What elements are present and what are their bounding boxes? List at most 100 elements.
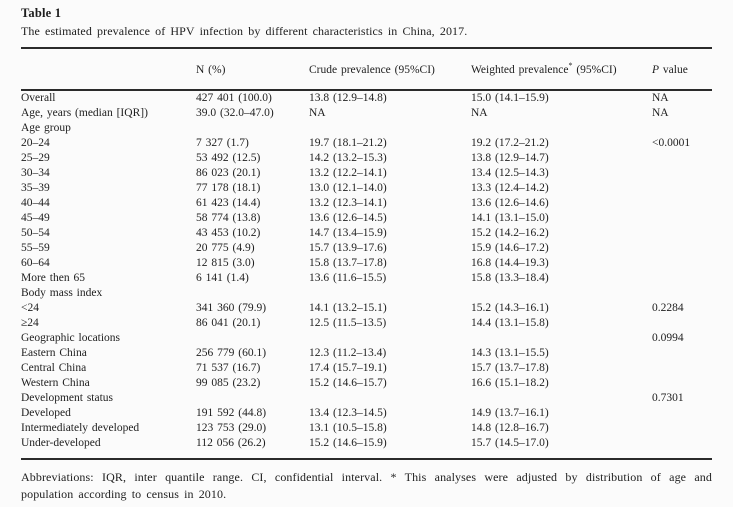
table-row: 35–39 77 178 (18.1) 13.0 (12.1–14.0) 13.… [21, 181, 712, 196]
cell-p-value [652, 421, 712, 436]
cell-characteristic: Development status [21, 391, 114, 404]
cell-n-percent: 43 453 (10.2) [196, 226, 261, 239]
paper-table-page: Table 1 The estimated prevalence of HPV … [21, 6, 712, 503]
header-p-value: P value [652, 48, 712, 91]
cell-characteristic: 40–44 [21, 196, 50, 209]
cell-characteristic: Central China [21, 361, 87, 374]
cell-p-value: NA [652, 106, 669, 119]
cell-crude-prevalence: 15.7 (13.9–17.6) [309, 241, 387, 254]
table-row: 60–64 12 815 (3.0) 15.8 (13.7–17.8) 16.8… [21, 256, 712, 271]
cell-crude-prevalence: 13.0 (12.1–14.0) [309, 181, 387, 194]
table-row: Central China 71 537 (16.7) 17.4 (15.7–1… [21, 361, 712, 376]
cell-crude-prevalence [309, 331, 471, 346]
table-row: Eastern China 256 779 (60.1) 12.3 (11.2–… [21, 346, 712, 361]
cell-characteristic: <24 [21, 301, 39, 314]
cell-characteristic: Age, years (median [IQR]) [21, 106, 148, 119]
cell-n-percent: 71 537 (16.7) [196, 361, 261, 374]
cell-p-value [652, 151, 712, 166]
cell-crude-prevalence: 15.2 (14.6–15.9) [309, 435, 471, 460]
cell-p-value [652, 241, 712, 256]
cell-crude-prevalence: 17.4 (15.7–19.1) [309, 361, 387, 374]
cell-p-value: <0.0001 [652, 136, 691, 149]
cell-n-percent: 20 775 (4.9) [196, 241, 255, 254]
cell-characteristic: 50–54 [21, 226, 50, 239]
table-row: Western China 99 085 (23.2) 15.2 (14.6–1… [21, 376, 712, 391]
table-row: 30–34 86 023 (20.1) 13.2 (12.2–14.1) 13.… [21, 166, 712, 181]
cell-n-percent: 7 327 (1.7) [196, 136, 249, 149]
cell-p-value [652, 211, 712, 226]
cell-weighted-prevalence [471, 286, 652, 301]
cell-n-percent: 427 401 (100.0) [196, 91, 272, 104]
table-row: Geographic locations 0.0994 [21, 331, 712, 346]
cell-weighted-prevalence: 14.9 (13.7–16.1) [471, 406, 549, 419]
cell-characteristic: More then 65 [21, 271, 85, 284]
cell-p-value: 0.7301 [652, 391, 684, 404]
cell-n-percent [196, 286, 309, 301]
cell-weighted-prevalence [471, 391, 652, 406]
table-row: More then 65 6 141 (1.4) 13.6 (11.6–15.5… [21, 271, 712, 286]
table-row: 45–49 58 774 (13.8) 13.6 (12.6–14.5) 14.… [21, 211, 712, 226]
cell-characteristic: 60–64 [21, 256, 50, 269]
cell-crude-prevalence: 15.2 (14.6–15.7) [309, 376, 387, 389]
header-weighted-label: Weighted prevalence [471, 63, 569, 76]
table-row: Under-developed 112 056 (26.2) 15.2 (14.… [21, 435, 712, 460]
cell-n-percent: 112 056 (26.2) [196, 435, 309, 460]
cell-p-value [652, 196, 712, 211]
cell-crude-prevalence: 13.1 (10.5–15.8) [309, 421, 387, 434]
p-value-word: value [659, 63, 688, 76]
table-row: Development status 0.7301 [21, 391, 712, 406]
cell-crude-prevalence [309, 391, 471, 406]
cell-characteristic: 25–29 [21, 151, 50, 164]
cell-crude-prevalence: 15.8 (13.7–17.8) [309, 256, 387, 269]
cell-crude-prevalence: 14.2 (13.2–15.3) [309, 151, 387, 164]
cell-n-percent: 341 360 (79.9) [196, 301, 267, 314]
cell-weighted-prevalence: 15.7 (14.5–17.0) [471, 435, 652, 460]
table-row: Body mass index [21, 286, 712, 301]
cell-crude-prevalence [309, 121, 471, 136]
cell-crude-prevalence: 12.3 (11.2–13.4) [309, 346, 387, 359]
cell-crude-prevalence: 13.8 (12.9–14.8) [309, 91, 387, 104]
cell-characteristic: Western China [21, 376, 90, 389]
cell-p-value [652, 256, 712, 271]
table-row: 20–24 7 327 (1.7) 19.7 (18.1–21.2) 19.2 … [21, 136, 712, 151]
cell-n-percent: 12 815 (3.0) [196, 256, 255, 269]
cell-weighted-prevalence: 19.2 (17.2–21.2) [471, 136, 549, 149]
table-row: 40–44 61 423 (14.4) 13.2 (12.3–14.1) 13.… [21, 196, 712, 211]
cell-weighted-prevalence: 16.6 (15.1–18.2) [471, 376, 549, 389]
table-row: 25–29 53 492 (12.5) 14.2 (13.2–15.3) 13.… [21, 151, 712, 166]
cell-weighted-prevalence: 16.8 (14.4–19.3) [471, 256, 549, 269]
footnote-asterisk-marker: * [568, 61, 573, 70]
cell-n-percent: 58 774 (13.8) [196, 211, 261, 224]
cell-n-percent [196, 331, 309, 346]
cell-weighted-prevalence: 15.7 (13.7–17.8) [471, 361, 549, 374]
cell-n-percent: 191 592 (44.8) [196, 406, 267, 419]
cell-crude-prevalence: 12.5 (11.5–13.5) [309, 316, 387, 329]
cell-p-value [652, 271, 712, 286]
cell-crude-prevalence: 14.7 (13.4–15.9) [309, 226, 387, 239]
cell-characteristic: ≥24 [21, 316, 39, 329]
cell-characteristic: Age group [21, 121, 71, 134]
cell-n-percent: 86 041 (20.1) [196, 316, 261, 329]
cell-p-value [652, 181, 712, 196]
cell-characteristic: Overall [21, 91, 56, 104]
cell-weighted-prevalence: 14.8 (12.8–16.7) [471, 421, 549, 434]
table-row: <24 341 360 (79.9) 14.1 (13.2–15.1) 15.2… [21, 301, 712, 316]
cell-characteristic: 55–59 [21, 241, 50, 254]
cell-weighted-prevalence: 13.8 (12.9–14.7) [471, 151, 549, 164]
header-crude-prevalence: Crude prevalence (95%CI) [309, 48, 471, 91]
cell-crude-prevalence: 19.7 (18.1–21.2) [309, 136, 387, 149]
cell-n-percent: 256 779 (60.1) [196, 346, 267, 359]
header-weighted-prevalence: Weighted prevalence* (95%CI) [471, 48, 652, 91]
cell-p-value [652, 346, 712, 361]
cell-n-percent: 61 423 (14.4) [196, 196, 261, 209]
cell-weighted-prevalence: 14.4 (13.1–15.8) [471, 316, 549, 329]
cell-characteristic: Intermediately developed [21, 421, 140, 434]
cell-crude-prevalence: NA [309, 106, 326, 119]
cell-characteristic: 35–39 [21, 181, 50, 194]
table-footnote: Abbreviations: IQR, inter quantile range… [21, 469, 712, 501]
cell-weighted-prevalence: 14.3 (13.1–15.5) [471, 346, 549, 359]
cell-weighted-prevalence: 13.3 (12.4–14.2) [471, 181, 549, 194]
cell-weighted-prevalence: 13.6 (12.6–14.6) [471, 196, 549, 209]
p-value-symbol: P [652, 63, 660, 76]
cell-p-value [652, 121, 712, 136]
